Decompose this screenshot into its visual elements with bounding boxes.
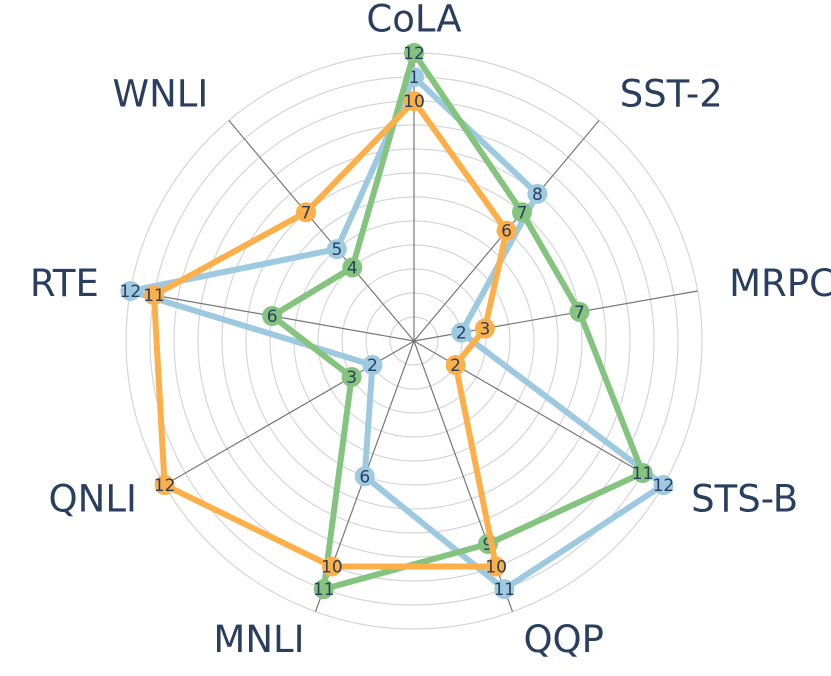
- data-label-qnli: 2: [367, 356, 378, 376]
- axis-label-cola: CoLA: [366, 0, 461, 41]
- data-point-qqp: [486, 556, 507, 577]
- axis-spoke-wnli: [228, 119, 415, 342]
- data-point-cola: [404, 91, 424, 111]
- data-point-sts-b: [445, 355, 466, 375]
- data-point-sts-b: [653, 475, 674, 495]
- data-label-rte: 11: [143, 286, 165, 306]
- data-label-sts-b: 11: [632, 464, 654, 484]
- data-label-rte: 6: [267, 307, 278, 327]
- data-label-qqp: 11: [493, 580, 515, 600]
- axis-labels: CoLA SST-2 MRPC STS-B QQP MNLI QNLI RTE WNLI: [30, 0, 831, 661]
- data-point-rte: [262, 305, 283, 326]
- data-label-wnli: 7: [301, 203, 312, 223]
- data-label-mrpc: 2: [456, 324, 467, 344]
- axis-label-wnli: WNLI: [113, 72, 209, 115]
- data-label-mrpc: 7: [574, 303, 585, 323]
- data-point-sts-b: [632, 463, 653, 483]
- data-point-qnli: [341, 367, 362, 387]
- data-label-qnli: 12: [154, 476, 176, 496]
- data-label-cola: 12: [403, 44, 425, 64]
- data-point-sst-2: [511, 202, 532, 223]
- data-point-mrpc: [569, 301, 590, 322]
- data-label-cola: 1: [409, 68, 420, 88]
- data-point-rte: [120, 280, 141, 301]
- data-point-mnli: [354, 466, 375, 487]
- data-label-rte: 12: [120, 282, 142, 302]
- data-point-mnli: [321, 556, 342, 577]
- data-point-cola: [404, 43, 424, 63]
- axis-label-mnli: MNLI: [213, 618, 304, 661]
- axis-label-qnli: QNLI: [49, 478, 137, 521]
- data-label-wnli: 4: [347, 258, 358, 278]
- data-label-sst-2: 6: [501, 222, 512, 242]
- data-label-qqp: 9: [482, 535, 493, 555]
- data-point-wnli: [296, 202, 317, 223]
- data-point-mnli: [313, 579, 334, 600]
- data-point-sst-2: [527, 183, 548, 204]
- data-label-sts-b: 12: [653, 476, 675, 496]
- data-label-qnli: 3: [346, 368, 357, 388]
- data-point-mrpc: [474, 318, 495, 339]
- axis-label-sts-b: STS-B: [691, 478, 798, 521]
- data-label-mnli: 10: [321, 558, 343, 578]
- data-point-qnli: [154, 475, 175, 495]
- data-label-sst-2: 8: [532, 185, 543, 205]
- data-label-cola: 10: [403, 92, 425, 112]
- data-label-sts-b: 2: [450, 356, 461, 376]
- data-label-mrpc: 3: [479, 319, 490, 339]
- data-point-wnli: [326, 239, 347, 260]
- data-point-wnli: [342, 257, 363, 278]
- axis-label-sst-2: SST-2: [620, 72, 723, 115]
- data-point-qnli: [362, 355, 383, 375]
- data-label-qqp: 10: [485, 558, 507, 578]
- axis-label-mrpc: MRPC: [729, 262, 831, 305]
- axis-label-qqp: QQP: [523, 618, 604, 661]
- data-point-rte: [144, 285, 165, 306]
- data-label-wnli: 5: [331, 240, 342, 260]
- data-label-mnli: 6: [359, 467, 370, 487]
- series-line: [151, 98, 510, 570]
- data-label-sst-2: 7: [517, 203, 528, 223]
- radar-grid: [125, 52, 703, 630]
- series-line: [127, 74, 667, 593]
- data-point-mrpc: [451, 322, 472, 343]
- axis-label-rte: RTE: [30, 262, 99, 305]
- data-point-sst-2: [496, 220, 517, 241]
- data-label-mnli: 11: [313, 580, 335, 600]
- data-point-qqp: [494, 579, 515, 600]
